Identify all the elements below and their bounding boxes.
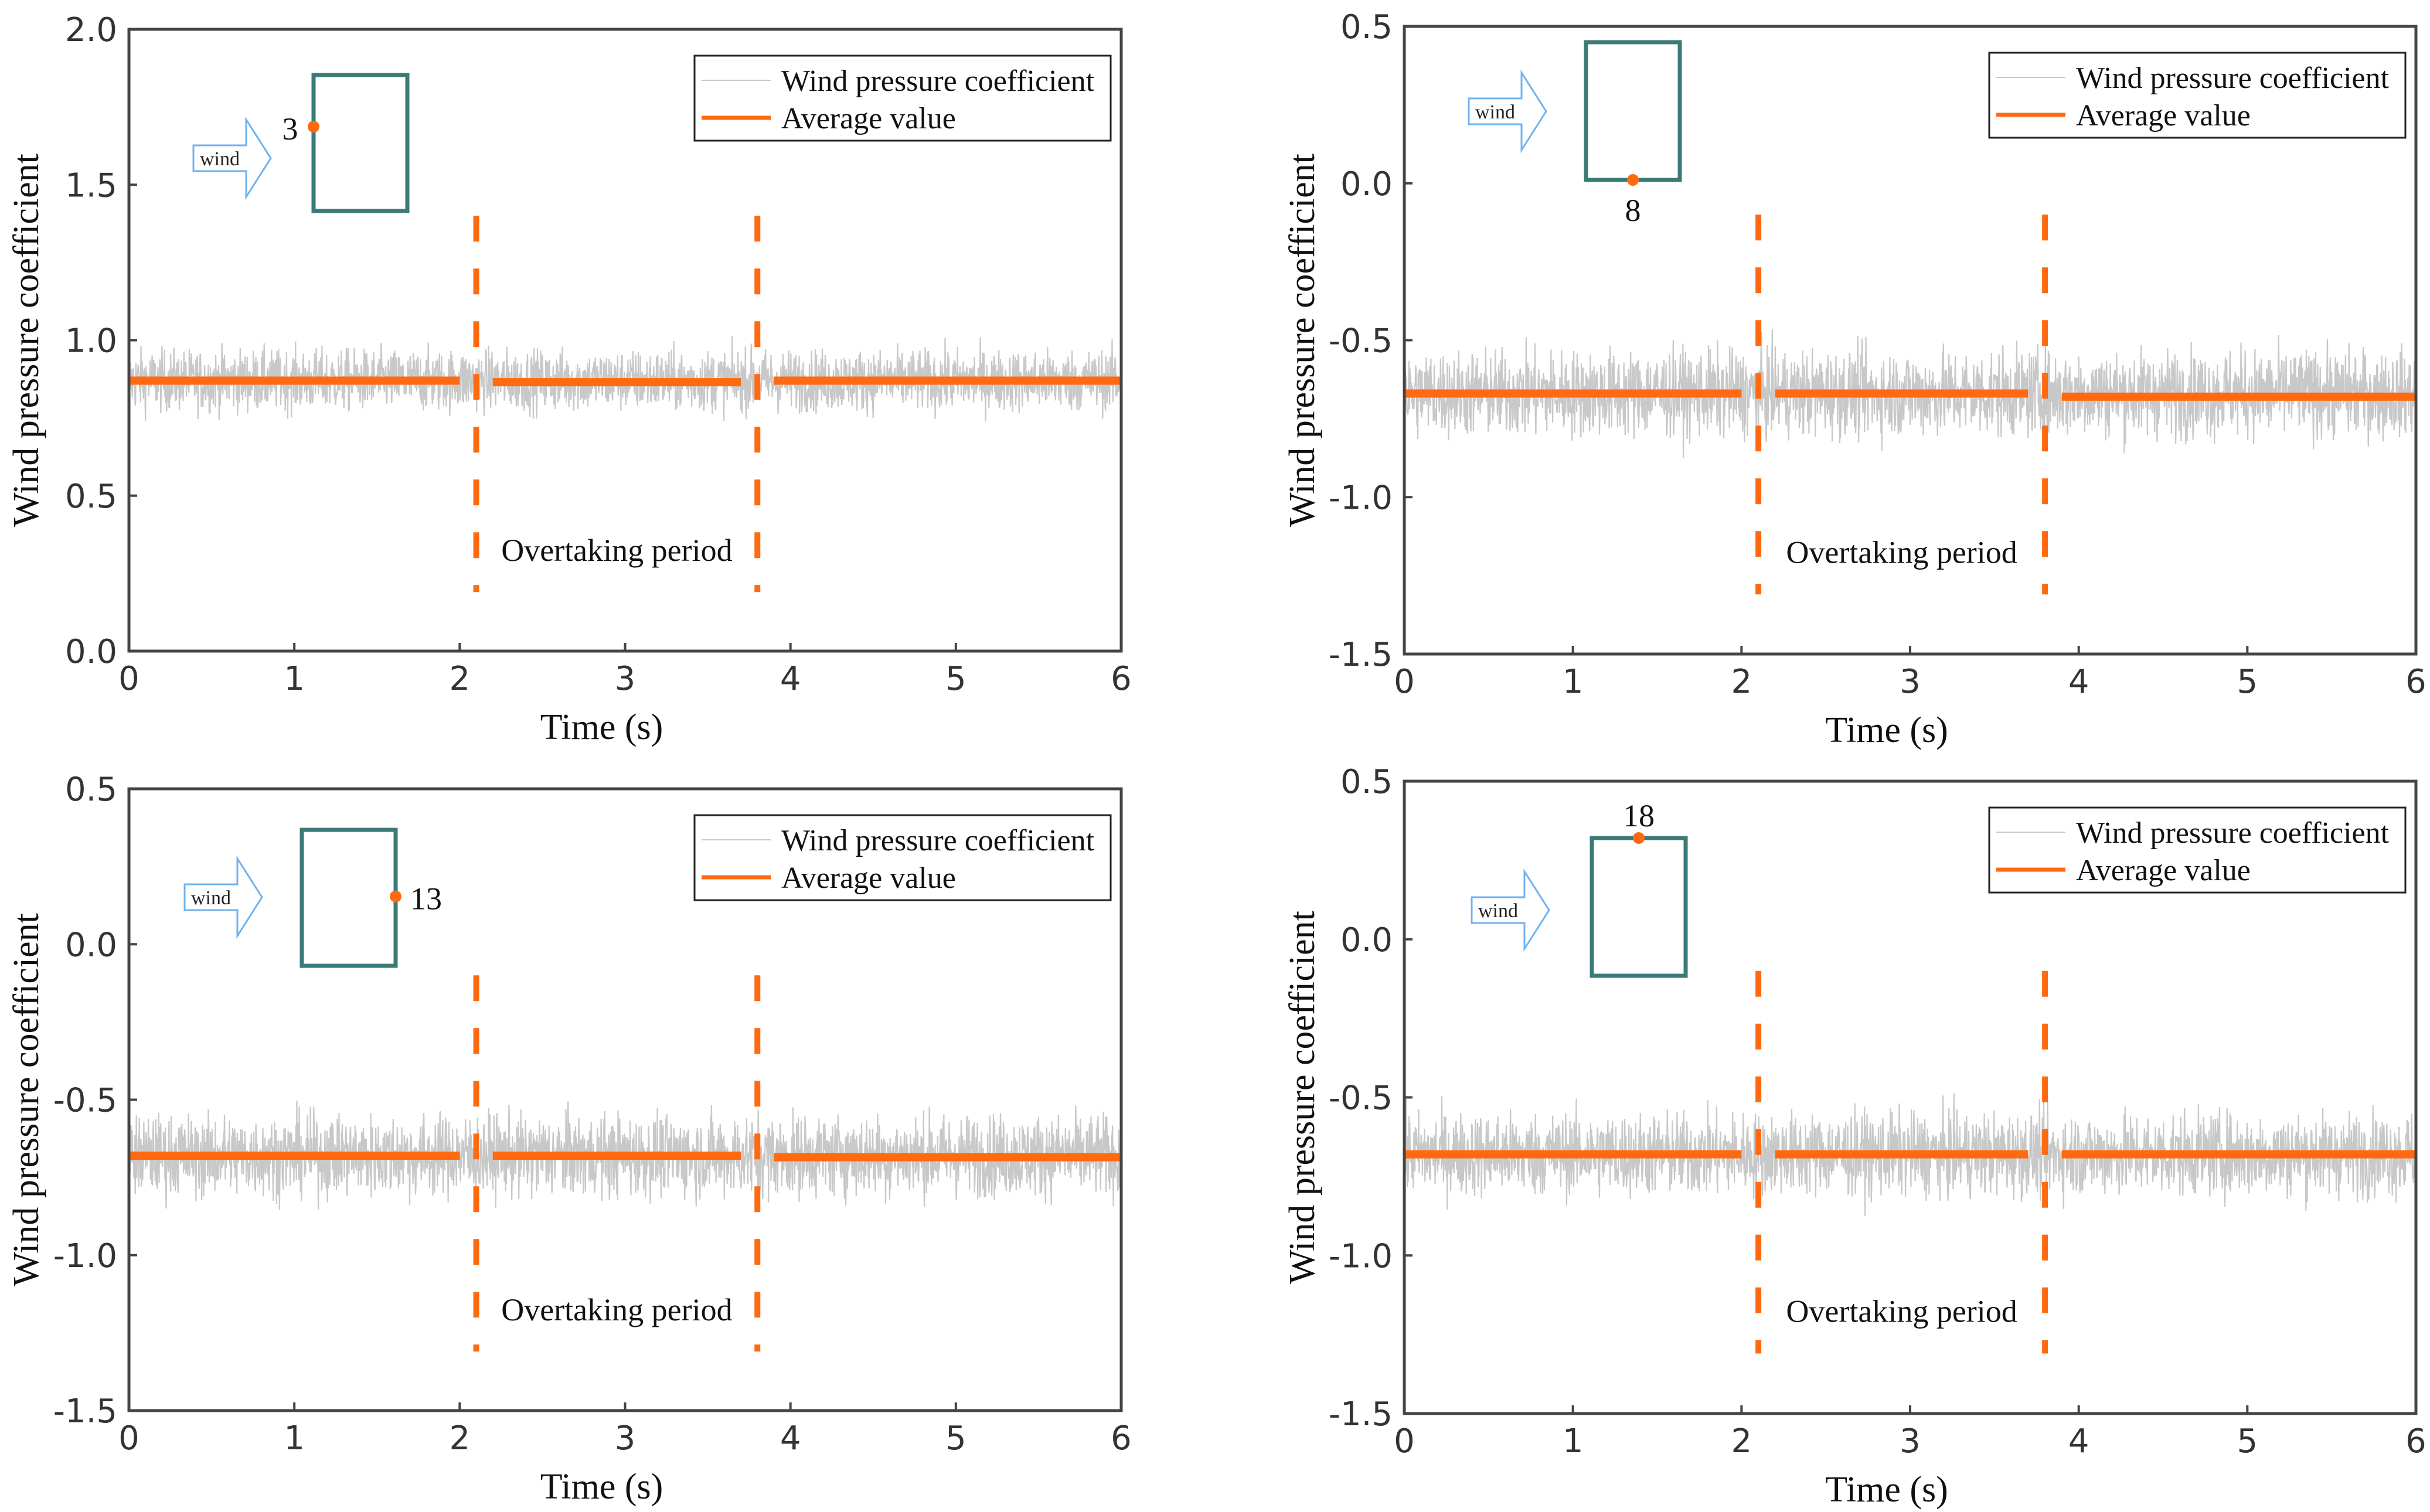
wind-arrow-icon — [1471, 868, 1550, 952]
y-tick-label: -1.5 — [1329, 636, 1393, 674]
x-tick-label: 3 — [615, 1419, 636, 1457]
y-tick-label: 0.5 — [1340, 763, 1393, 801]
legend-box — [693, 55, 1112, 142]
y-tick-label: 0.0 — [1340, 921, 1393, 959]
y-tick-label: 0.5 — [65, 478, 117, 516]
y-tick-label: -1.5 — [53, 1392, 117, 1431]
y-tick-label: -0.5 — [1329, 322, 1393, 360]
wind-label: wind — [200, 148, 240, 170]
y-axis-label: Wind pressure coefficient — [1282, 911, 1322, 1284]
overtaking-period-label: Overtaking period — [501, 533, 732, 568]
wind-label: wind — [191, 887, 231, 909]
signal-line — [1404, 329, 2417, 458]
x-tick-label: 4 — [780, 660, 801, 698]
y-axis-label: Wind pressure coefficient — [1282, 154, 1322, 527]
y-tick-label: -1.0 — [1329, 1237, 1393, 1275]
x-tick-label: 4 — [780, 1419, 801, 1457]
x-tick-label: 5 — [945, 1419, 966, 1457]
measurement-point-marker — [308, 121, 319, 133]
building-outline-icon — [1584, 40, 1682, 182]
y-tick-label: 2.0 — [65, 11, 117, 49]
chart-panel-3: Overtaking period 0 1 2 3 4 5 6 -1.5 -1.0 -0.5 0.0 0… — [6, 771, 1132, 1507]
measurement-point-label: 13 — [410, 881, 442, 917]
x-tick-label: 6 — [2405, 1422, 2426, 1460]
x-tick-label: 6 — [2405, 663, 2426, 701]
x-tick-label: 0 — [1394, 1422, 1415, 1460]
chart-panel-4: Overtaking period 0 1 2 3 4 5 6 -1.5 -1.0 -0.5 0.0 0… — [1282, 763, 2426, 1510]
wind-label: wind — [1478, 900, 1518, 922]
signal-line — [1403, 1093, 2417, 1217]
y-axis-label: Wind pressure coefficient — [6, 913, 46, 1286]
legend-box — [1988, 52, 2407, 139]
x-axis-label: Time (s) — [540, 707, 663, 747]
building-outline-icon — [300, 827, 398, 968]
x-tick-label: 1 — [1563, 663, 1584, 701]
y-tick-label: -1.5 — [1329, 1395, 1393, 1433]
chart-panel-1: Overtaking period 0 1 2 3 4 5 6 0.0 0.5 1.0 1.5 2.0 T… — [6, 11, 1132, 747]
x-tick-label: 5 — [2237, 1422, 2258, 1460]
x-tick-label: 3 — [615, 660, 636, 698]
measurement-point-label: 18 — [1623, 798, 1655, 833]
legend-average-label: Average value — [2076, 99, 2251, 132]
y-tick-label: -0.5 — [53, 1082, 117, 1120]
y-tick-label: 0.0 — [65, 926, 117, 964]
x-tick-label: 1 — [284, 660, 305, 698]
legend-signal-label: Wind pressure coefficient — [2076, 62, 2390, 95]
wind-arrow-icon — [183, 855, 263, 939]
measurement-point-marker — [1627, 174, 1639, 186]
x-tick-label: 2 — [450, 660, 471, 698]
y-tick-label: -1.0 — [1329, 479, 1393, 517]
x-tick-label: 5 — [2237, 663, 2258, 701]
y-tick-label: 1.5 — [65, 166, 117, 205]
legend-box — [1988, 806, 2407, 894]
x-tick-label: 2 — [1731, 663, 1752, 701]
y-tick-label: -0.5 — [1329, 1079, 1393, 1118]
legend-signal-label: Wind pressure coefficient — [781, 64, 1095, 98]
y-tick-label: 0.5 — [1340, 8, 1393, 46]
measurement-point-marker — [390, 890, 401, 903]
x-tick-label: 4 — [2068, 663, 2089, 701]
legend-average-label: Average value — [2076, 854, 2251, 887]
x-tick-label: 1 — [284, 1419, 305, 1457]
legend-box — [693, 814, 1112, 901]
x-tick-label: 1 — [1563, 1422, 1584, 1460]
wind-arrow-icon — [192, 116, 272, 200]
x-tick-label: 6 — [1111, 1419, 1132, 1457]
x-tick-label: 5 — [945, 660, 966, 698]
measurement-point-label: 8 — [1625, 193, 1641, 228]
legend-average-label: Average value — [781, 861, 956, 895]
x-tick-label: 2 — [1731, 1422, 1752, 1460]
y-tick-label: 1.0 — [65, 322, 117, 360]
legend-signal-label: Wind pressure coefficient — [2076, 816, 2390, 850]
overtaking-period-label: Overtaking period — [1786, 535, 2017, 570]
building-outline-icon — [1590, 836, 1688, 978]
x-tick-label: 3 — [1900, 663, 1921, 701]
overtaking-period-label: Overtaking period — [501, 1292, 732, 1327]
overtaking-period-label: Overtaking period — [1786, 1294, 2017, 1329]
x-tick-label: 4 — [2068, 1422, 2089, 1460]
y-tick-label: -1.0 — [53, 1237, 117, 1275]
wind-label: wind — [1475, 101, 1515, 123]
wind-arrow-icon — [1468, 69, 1547, 154]
x-tick-label: 6 — [1111, 660, 1132, 698]
x-tick-label: 0 — [118, 660, 139, 698]
legend-signal-label: Wind pressure coefficient — [781, 824, 1095, 857]
x-tick-label: 2 — [450, 1419, 471, 1457]
y-tick-label: 0.5 — [65, 771, 117, 809]
x-axis-label: Time (s) — [1825, 710, 1948, 750]
chart-panel-2: Overtaking period 0 1 2 3 4 5 6 -1.5 -1.0 -0.5 0.0 0… — [1282, 8, 2426, 750]
x-axis-label: Time (s) — [1825, 1470, 1948, 1510]
y-axis-label: Wind pressure coefficient — [6, 154, 46, 527]
x-tick-label: 0 — [118, 1419, 139, 1457]
measurement-point-marker — [1633, 832, 1645, 844]
building-outline-icon — [311, 73, 410, 213]
x-axis-label: Time (s) — [540, 1467, 663, 1507]
y-tick-label: 0.0 — [1340, 165, 1393, 203]
legend-average-label: Average value — [781, 102, 956, 135]
measurement-point-label: 3 — [283, 111, 298, 147]
x-tick-label: 3 — [1900, 1422, 1921, 1460]
x-tick-label: 0 — [1394, 663, 1415, 701]
y-tick-label: 0.0 — [65, 633, 117, 671]
